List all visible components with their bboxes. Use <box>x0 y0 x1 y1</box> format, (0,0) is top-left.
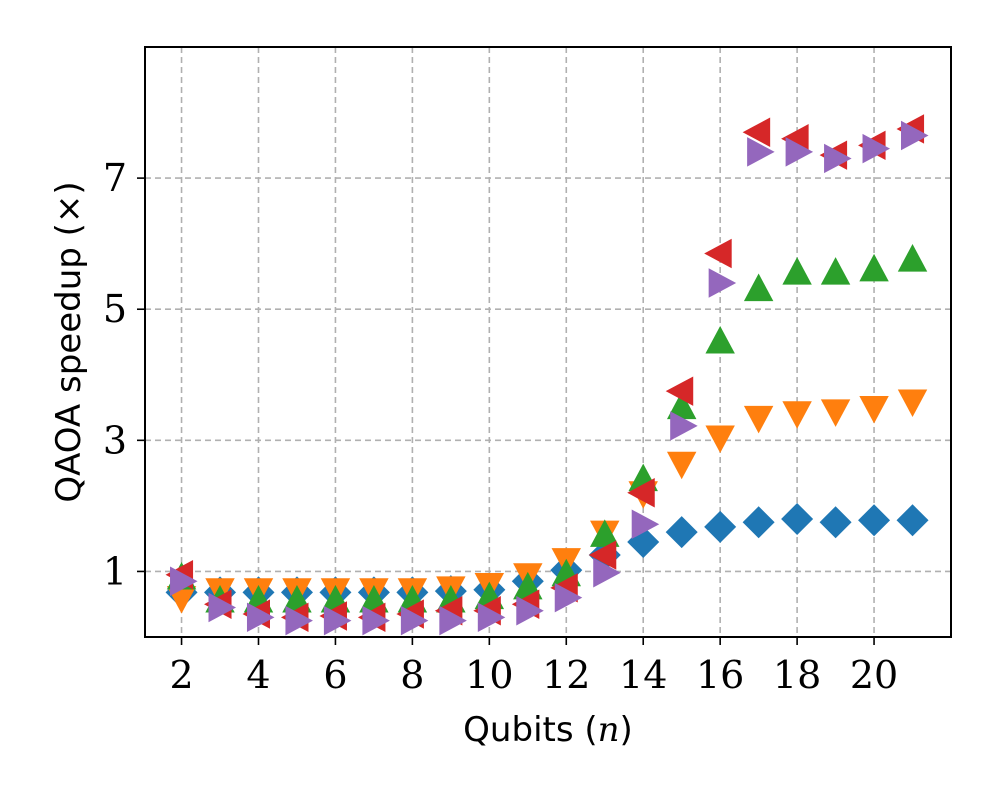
data-point-triangle-right <box>670 411 698 441</box>
data-point-triangle-right <box>285 605 313 636</box>
data-points <box>165 114 929 636</box>
data-point-triangle-right <box>708 268 737 298</box>
series-triangle-down <box>166 389 928 614</box>
x-tick-label: 8 <box>400 653 424 697</box>
x-tick-label: 4 <box>246 653 270 697</box>
data-point-triangle-right <box>323 605 352 636</box>
data-point-triangle-down <box>782 401 812 429</box>
series-triangle-up <box>166 244 928 613</box>
data-point-triangle-down <box>859 396 889 424</box>
series-triangle-left <box>165 114 925 633</box>
data-point-diamond <box>819 506 852 539</box>
data-point-triangle-right <box>170 566 198 596</box>
data-point-diamond <box>781 503 814 535</box>
data-point-triangle-right <box>901 120 929 151</box>
data-point-triangle-down <box>897 389 928 417</box>
data-point-triangle-right <box>747 137 775 167</box>
data-point-diamond <box>896 504 929 537</box>
data-point-triangle-down <box>820 399 851 427</box>
x-tick-label: 10 <box>465 653 513 697</box>
data-point-triangle-right <box>554 582 583 613</box>
data-point-triangle-right <box>246 602 275 633</box>
data-point-triangle-left <box>704 238 732 269</box>
x-axis-label-text: Qubits <box>463 710 573 750</box>
data-point-triangle-up <box>782 257 812 285</box>
x-tick-label: 6 <box>323 653 347 697</box>
data-point-triangle-left <box>627 478 655 508</box>
x-tick-label: 2 <box>169 653 193 697</box>
data-point-triangle-left <box>588 540 617 570</box>
ticks: 2 4 6 8 10 12 14 16 18 20 1 3 5 7 <box>103 156 898 697</box>
y-axis-label: QAOA speedup (×) <box>49 181 89 502</box>
x-axis-label-math: n <box>598 710 620 750</box>
data-point-triangle-right <box>477 602 506 633</box>
data-point-triangle-up <box>859 253 889 282</box>
data-point-diamond <box>742 506 775 539</box>
data-point-triangle-right <box>862 133 891 164</box>
data-point-triangle-up <box>743 273 774 302</box>
data-point-triangle-up <box>897 244 928 272</box>
data-point-triangle-right <box>593 558 621 588</box>
data-point-triangle-down <box>666 451 697 480</box>
x-tick-label: 12 <box>542 653 590 697</box>
x-axis-label: Qubits (n) <box>463 710 633 750</box>
data-point-triangle-up <box>820 257 851 285</box>
data-point-triangle-up <box>705 326 735 354</box>
y-tick-label: 3 <box>103 418 127 462</box>
x-tick-label: 16 <box>696 653 744 697</box>
data-point-triangle-up <box>590 519 620 547</box>
data-point-diamond <box>665 516 698 549</box>
grid <box>145 47 951 637</box>
data-point-triangle-right <box>362 605 390 636</box>
data-point-triangle-left <box>742 117 771 147</box>
data-point-triangle-right <box>785 137 814 167</box>
y-tick-label: 5 <box>103 287 127 331</box>
data-point-triangle-down <box>743 405 774 434</box>
data-point-triangle-left <box>665 376 694 406</box>
data-point-triangle-down <box>705 425 735 454</box>
data-point-triangle-right <box>824 143 852 174</box>
y-axis-label-math: × <box>49 195 89 224</box>
series-diamond <box>165 503 929 609</box>
x-tick-label: 14 <box>619 653 667 697</box>
x-tick-label: 20 <box>850 653 898 697</box>
plot-frame <box>144 46 952 638</box>
data-point-triangle-right <box>516 596 544 626</box>
data-point-triangle-right <box>400 605 429 636</box>
data-point-triangle-right <box>439 605 467 636</box>
data-point-diamond <box>704 510 737 543</box>
series-triangle-right <box>170 120 929 636</box>
x-tick-label: 18 <box>773 653 821 697</box>
data-point-diamond <box>858 504 891 537</box>
data-point-triangle-right <box>631 509 660 539</box>
data-point-triangle-right <box>208 592 237 623</box>
data-point-triangle-up <box>666 391 697 420</box>
y-axis-label-text: QAOA speedup <box>49 247 89 503</box>
y-tick-label: 1 <box>103 549 127 593</box>
y-tick-label: 7 <box>103 156 127 200</box>
